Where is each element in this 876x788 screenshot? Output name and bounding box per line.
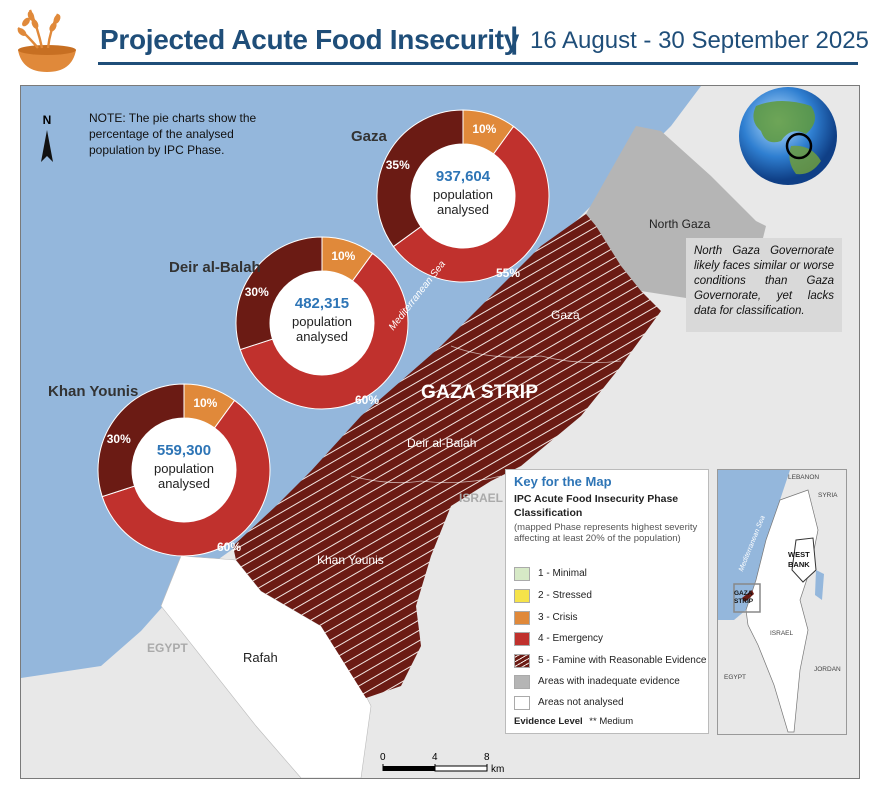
legend-swatch <box>514 632 530 646</box>
legend-swatch <box>514 567 530 581</box>
place-label-gaza: Gaza <box>551 308 580 322</box>
header-rule <box>98 62 858 65</box>
map-note: NOTE: The pie charts show the percentage… <box>89 111 257 157</box>
place-label-deir-al-balah: Deir al-Balah <box>407 436 477 450</box>
legend-item-label: Areas not analysed <box>538 697 624 708</box>
scale-tick-4: 4 <box>432 752 438 763</box>
pie-label-emergency: 60% <box>217 539 242 554</box>
pie-chart-1 <box>376 109 550 283</box>
date-range: 16 August - 30 September 2025 <box>530 27 869 54</box>
legend-item-label: 4 - Emergency <box>538 633 604 644</box>
north-label: N <box>43 113 52 127</box>
pie-label-emergency: 55% <box>496 265 521 280</box>
legend-note: (mapped Phase represents highest severit… <box>514 522 698 544</box>
pie-population: 559,300 <box>156 442 212 459</box>
wheat-bowl-icon <box>17 9 76 72</box>
legend-swatch <box>514 589 530 603</box>
legend-item-label: 3 - Crisis <box>538 612 578 623</box>
map-legend: Key for the Map IPC Acute Food Insecurit… <box>505 469 709 734</box>
pie-title: Khan Younis <box>48 383 139 400</box>
page-title: Projected Acute Food Insecurity <box>100 24 520 55</box>
gaza-strip-label: GAZA STRIP <box>421 382 539 403</box>
pie-label-famine: 35% <box>385 157 410 172</box>
north-arrow: N <box>41 113 53 162</box>
north-gaza-callout: North Gaza Governorate likely faces simi… <box>686 238 842 332</box>
pie-title: Gaza <box>351 128 387 145</box>
pie-label-famine: 30% <box>244 284 269 299</box>
inset-label-gaza-strip: GAZA STRIP <box>734 590 754 605</box>
pie-population-caption: population analysed <box>292 314 352 344</box>
pie-label-emergency: 60% <box>355 392 380 407</box>
title-separator: | <box>510 22 519 55</box>
legend-item-label: 2 - Stressed <box>538 590 592 601</box>
inset-canvas <box>718 470 824 733</box>
pie-title: Deir al-Balah <box>169 259 261 276</box>
pie-label-crisis: 10% <box>472 122 497 137</box>
pie-population-caption: population analysed <box>433 187 493 217</box>
legend-title: Key for the Map <box>514 474 612 489</box>
inset-label-jordan: JORDAN <box>814 666 841 673</box>
legend-subtitle: IPC Acute Food Insecurity Phase Classifi… <box>514 493 679 519</box>
scale-tick-8: 8 <box>484 752 490 763</box>
famine-area <box>233 214 661 698</box>
header: Projected Acute Food Insecurity | 16 Aug… <box>0 0 876 72</box>
pie-center <box>270 271 374 375</box>
legend-swatch <box>514 654 530 668</box>
evidence-level-value: ** Medium <box>589 716 634 727</box>
scale-unit: km <box>491 764 505 775</box>
inset-label-egypt: EGYPT <box>724 674 747 681</box>
pie-population: 937,604 <box>435 168 491 185</box>
pie-center <box>411 144 515 248</box>
legend-item-label: 1 - Minimal <box>538 568 587 579</box>
not-analysed-area <box>160 555 372 778</box>
inset-label-syria: SYRIA <box>818 492 838 499</box>
pie-chart-2 <box>235 236 409 410</box>
pie-label-crisis: 10% <box>331 249 356 264</box>
pie-population: 482,315 <box>294 295 350 312</box>
place-label-north-gaza: North Gaza <box>649 217 711 231</box>
legend-swatch <box>514 611 530 625</box>
pie-label-famine: 30% <box>106 431 131 446</box>
pie-population-caption: population analysed <box>154 461 214 491</box>
locator-inset-map: LEBANON SYRIA WEST BANK GAZA STRIP ISRAE… <box>717 469 847 735</box>
evidence-level-label: Evidence Level ** Medium <box>514 716 633 727</box>
place-label-egypt: EGYPT <box>147 641 188 655</box>
place-label-khan-younis: Khan Younis <box>317 553 384 567</box>
map-frame: N NOTE: The pie charts show the percenta… <box>20 85 860 779</box>
legend-swatch <box>514 696 530 710</box>
pie-chart-3 <box>97 383 271 557</box>
legend-item-label: Areas with inadequate evidence <box>538 676 680 687</box>
legend-swatch <box>514 675 530 689</box>
scale-tick-0: 0 <box>380 752 386 763</box>
inset-label-lebanon: LEBANON <box>788 474 820 481</box>
evidence-level-title: Evidence Level <box>514 716 583 727</box>
place-label-rafah: Rafah <box>243 650 278 665</box>
inset-label-west-bank: WEST BANK <box>788 550 810 569</box>
place-label-israel: ISRAEL <box>459 491 504 505</box>
pie-label-crisis: 10% <box>193 396 218 411</box>
inset-label-israel: ISRAEL <box>770 630 794 637</box>
pie-center <box>132 418 236 522</box>
legend-item-label: 5 - Famine with Reasonable Evidence <box>538 655 707 666</box>
